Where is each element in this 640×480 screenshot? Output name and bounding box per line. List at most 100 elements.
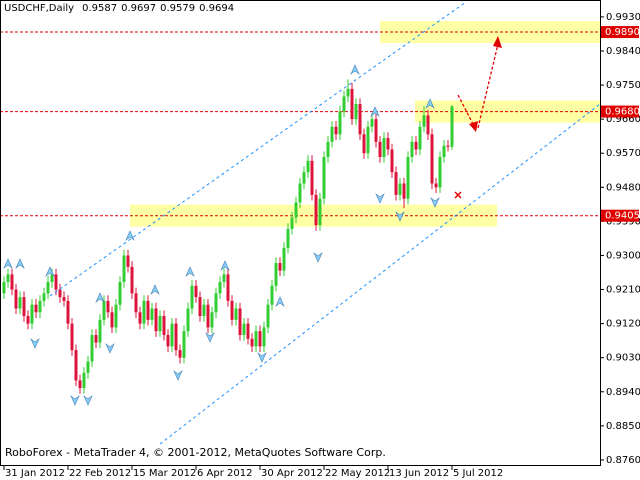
candle-body xyxy=(34,304,38,313)
fractal-down xyxy=(70,395,80,406)
fractal-down xyxy=(430,197,440,208)
candle-body xyxy=(354,103,358,120)
fractal-down xyxy=(375,193,385,204)
candle-body xyxy=(98,319,102,343)
candle-body xyxy=(342,96,346,112)
candle-body xyxy=(90,334,94,362)
candle-body xyxy=(286,228,290,248)
candle-body xyxy=(210,312,214,328)
candle-body xyxy=(42,293,46,301)
candle-body xyxy=(230,300,234,320)
fractal-up xyxy=(370,106,380,117)
level-label-bg xyxy=(601,209,639,222)
candle-body xyxy=(126,255,130,267)
x-tick-label: 22 Feb 2012 xyxy=(69,468,131,479)
symbol: USDCHF,Daily xyxy=(4,3,74,14)
candle-body xyxy=(378,141,382,158)
y-tick-label: 0.9390 xyxy=(606,216,640,227)
candle-body xyxy=(146,300,150,320)
candle-body xyxy=(362,134,366,154)
x-tick-label: 6 Apr 2012 xyxy=(197,468,252,479)
candle-body xyxy=(82,372,86,388)
candle-body xyxy=(386,138,390,150)
candle-body xyxy=(330,126,334,142)
candle-body xyxy=(198,297,202,317)
candle-body xyxy=(310,160,314,195)
candle-body xyxy=(306,160,310,173)
fractal-up xyxy=(15,258,25,269)
cross-mark xyxy=(454,191,462,199)
candle-body xyxy=(318,198,322,226)
candle-body xyxy=(290,217,294,229)
candle-body xyxy=(430,134,434,184)
candle-body xyxy=(322,157,326,199)
candle-body xyxy=(6,274,10,282)
candle-body xyxy=(406,157,410,199)
y-tick-label: 0.9030 xyxy=(606,353,640,364)
footer: RoboForex - MetaTrader 4, © 2001-2012, M… xyxy=(5,446,386,459)
candle-body xyxy=(338,111,342,135)
x-tick-label: 5 Jul 2012 xyxy=(453,468,503,479)
candle-body xyxy=(270,285,274,305)
candle-body xyxy=(346,88,350,97)
y-tick-label: 0.9930 xyxy=(606,12,640,23)
candle-body xyxy=(246,323,250,339)
candle-body xyxy=(206,304,210,328)
candle-body xyxy=(178,350,182,358)
candle-body xyxy=(274,263,278,286)
candle-body xyxy=(426,115,430,135)
y-tick-label: 0.9750 xyxy=(606,80,640,91)
candle-body xyxy=(202,304,206,317)
fractal-up xyxy=(125,230,135,241)
candle-body xyxy=(122,255,126,282)
candle-body xyxy=(170,323,174,347)
arrow-head xyxy=(493,36,502,48)
ohlc-low: 0.9579 xyxy=(160,3,195,14)
fractal-up xyxy=(185,266,195,277)
x-tick-label: 22 May 2012 xyxy=(325,468,390,479)
y-tick-label: 0.8940 xyxy=(606,387,640,398)
candle-body xyxy=(282,247,286,271)
candle-body xyxy=(438,157,442,188)
candle-body xyxy=(154,308,158,332)
candle-body xyxy=(370,119,374,127)
x-tick-label: 15 Mar 2012 xyxy=(133,468,196,479)
candle-body xyxy=(2,281,6,294)
candle-body xyxy=(218,281,222,294)
y-tick-label: 0.9480 xyxy=(606,182,640,193)
y-tick-label: 0.9840 xyxy=(606,46,640,57)
candle-body xyxy=(162,316,166,335)
fractal-up xyxy=(350,64,360,75)
y-tick-label: 0.8850 xyxy=(606,421,640,432)
candle-body xyxy=(86,361,90,373)
candle-body xyxy=(418,126,422,150)
ohlc-open: 0.9587 xyxy=(82,3,117,14)
candle-body xyxy=(382,138,386,158)
fractal-down xyxy=(205,332,215,343)
fractal-down xyxy=(257,352,267,363)
candle-body xyxy=(302,172,306,184)
plot-border xyxy=(0,0,601,466)
candle-body xyxy=(358,103,362,135)
candle-body xyxy=(294,202,298,218)
level-label-bg xyxy=(601,26,639,39)
candle-body xyxy=(78,380,82,388)
fractal-down xyxy=(83,395,93,406)
candle-body xyxy=(326,141,330,158)
x-tick-label: 30 Apr 2012 xyxy=(261,468,323,479)
forecast xyxy=(457,43,499,129)
fractal-down xyxy=(395,211,405,222)
candle-body xyxy=(390,149,394,173)
y-tick-label: 0.9120 xyxy=(606,319,640,330)
fractal-up xyxy=(150,284,160,295)
level-label: 0.9890 xyxy=(605,27,640,38)
candle-body xyxy=(278,263,282,271)
candle-body xyxy=(222,274,226,282)
candle-body xyxy=(186,308,190,332)
candle-body xyxy=(166,334,170,347)
candle-body xyxy=(374,119,378,142)
channel-upper xyxy=(49,1,467,297)
candle-body xyxy=(30,304,34,324)
